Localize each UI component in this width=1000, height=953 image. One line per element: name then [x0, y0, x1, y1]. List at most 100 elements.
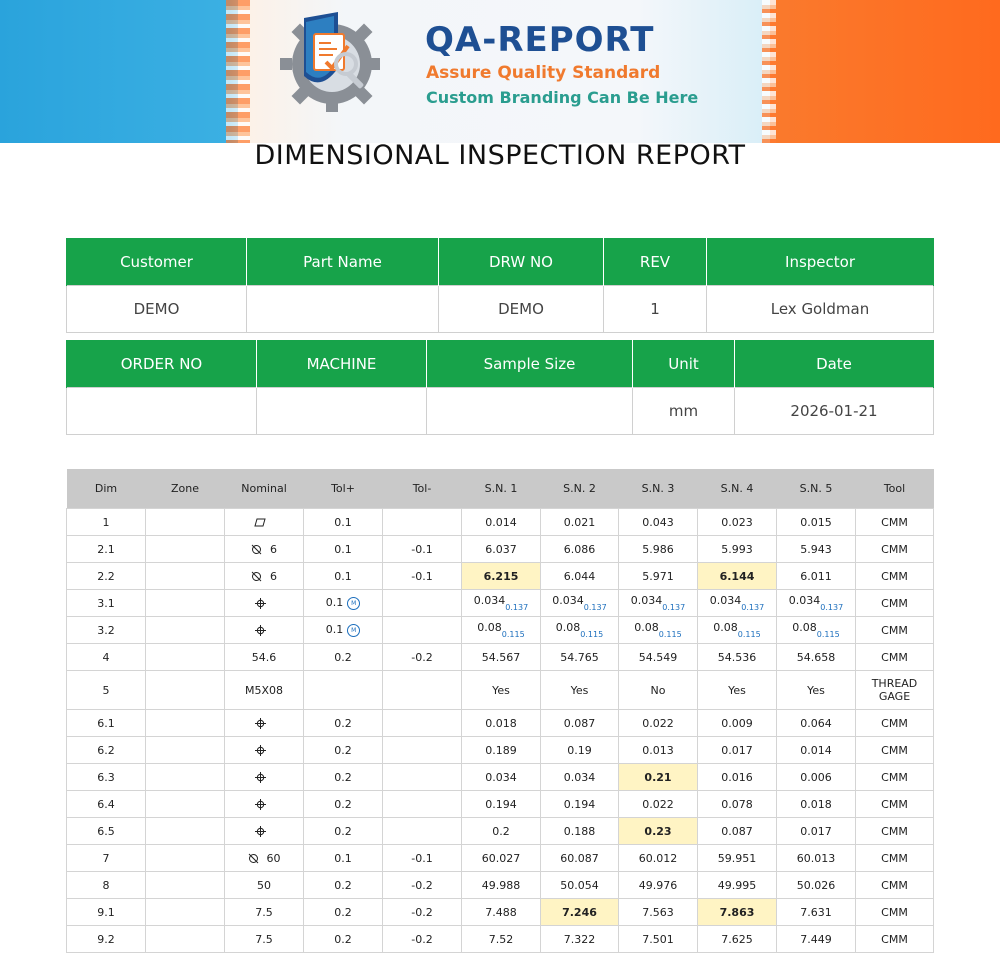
tol-minus-value: -0.2 [411, 878, 433, 892]
tol-minus-value: -0.1 [411, 851, 433, 865]
dim-value: 6.1 [97, 716, 115, 730]
dim-cell: 6.5 [66, 817, 146, 845]
tool-cell: THREAD GAGE [855, 670, 934, 710]
tol-minus-cell [382, 670, 462, 710]
tol-minus-cell [382, 817, 462, 845]
machine-value [256, 387, 427, 435]
diameter-icon [248, 852, 259, 865]
sample-value: 0.2 [492, 824, 510, 838]
brand-banner: QA-REPORT Assure Quality Standard Custom… [0, 0, 1000, 143]
bonus-tolerance-value: 0.137 [741, 603, 765, 612]
tol-minus-cell: -0.1 [382, 562, 462, 590]
dim-value: 9.2 [97, 932, 115, 946]
nominal-value: 50 [257, 878, 271, 892]
dim-cell: 7 [66, 844, 146, 872]
measurement-table: Dim Zone Nominal Tol+ Tol- S.N. 1 S.N. 2… [66, 469, 934, 953]
tool-cell: CMM [855, 871, 934, 899]
sample-value: 60.013 [796, 851, 836, 865]
tool-cell: CMM [855, 736, 934, 764]
sample-cell-sn2: 7.322 [540, 925, 619, 953]
tool-cell: CMM [855, 709, 934, 737]
tol-minus-cell: -0.2 [382, 925, 462, 953]
sample-cell-sn5: 0.080.115 [776, 616, 856, 644]
machine-header: MACHINE [256, 340, 427, 388]
order-number-value [66, 387, 257, 435]
position-icon [254, 597, 266, 610]
column-header-dim: Dim [66, 469, 146, 509]
tool-value: CMM [881, 596, 908, 610]
tool-cell: CMM [855, 616, 934, 644]
sample-cell-sn4: 0.087 [697, 817, 777, 845]
sample-cell-sn2: 0.034 [540, 763, 619, 791]
dim-cell: 4 [66, 643, 146, 671]
dim-cell: 6.1 [66, 709, 146, 737]
tol-plus-cell [303, 670, 383, 710]
sample-cell-sn4: 0.009 [697, 709, 777, 737]
part-name-header: Part Name [246, 238, 439, 286]
tol-minus-cell [382, 709, 462, 737]
tol-plus-value: 0.2 [334, 650, 352, 664]
tool-value: CMM [881, 716, 908, 730]
date-header: Date [734, 340, 934, 388]
sample-cell-sn2: 0.19 [540, 736, 619, 764]
nominal-cell [224, 817, 304, 845]
nominal-cell: 7.5 [224, 925, 304, 953]
sample-cell-sn4: 0.017 [697, 736, 777, 764]
column-header-sn5: S.N. 5 [776, 469, 856, 509]
sample-value: 0.034 [485, 770, 517, 784]
sample-cell-sn5: 0.018 [776, 790, 856, 818]
nominal-cell: 50 [224, 871, 304, 899]
tol-plus-value: 0.2 [334, 770, 352, 784]
tol-plus-cell: 0.1 M [303, 589, 383, 617]
tool-value: CMM [881, 743, 908, 757]
column-header-tol-plus: Tol+ [303, 469, 383, 509]
sample-cell-sn1: 6.037 [461, 535, 541, 563]
sample-value: 7.501 [642, 932, 674, 946]
zone-cell [145, 763, 225, 791]
nominal-value: 54.6 [251, 650, 277, 664]
tol-plus-cell: 0.2 [303, 871, 383, 899]
sample-value: 0.19 [567, 743, 592, 757]
sample-size-value [426, 387, 633, 435]
tol-minus-cell [382, 736, 462, 764]
tool-cell: CMM [855, 643, 934, 671]
sample-cell-sn3: 0.022 [618, 790, 698, 818]
measurement-row: 1 0.1 0.014 0.021 0.043 0.023 0.015 CMM [66, 508, 934, 536]
customer-header: Customer [66, 238, 247, 286]
nominal-value: M5X08 [244, 683, 284, 697]
tol-minus-cell: -0.2 [382, 871, 462, 899]
tol-plus-value: 0.2 [334, 797, 352, 811]
tol-plus-value: 0.1 [334, 569, 352, 583]
sample-size-header: Sample Size [426, 340, 633, 388]
tool-cell: CMM [855, 898, 934, 926]
zone-cell [145, 535, 225, 563]
column-header-tol-minus: Tol- [382, 469, 462, 509]
sample-cell-sn3: 0.013 [618, 736, 698, 764]
sample-cell-sn5: 0.015 [776, 508, 856, 536]
sample-cell-sn4: Yes [697, 670, 777, 710]
sample-value: 54.549 [638, 650, 678, 664]
sample-cell-sn1: 49.988 [461, 871, 541, 899]
sample-value: 54.536 [717, 650, 757, 664]
order-info-header-row: ORDER NO MACHINE Sample Size Unit Date [66, 340, 934, 388]
sample-value: 7.563 [642, 905, 674, 919]
tol-plus-cell: 0.1 [303, 844, 383, 872]
sample-value: 0.017 [721, 743, 753, 757]
sample-cell-sn5: 5.943 [776, 535, 856, 563]
sample-cell-sn1: 0.034 [461, 763, 541, 791]
dim-value: 3.1 [97, 596, 115, 610]
sample-cell-sn4: 5.993 [697, 535, 777, 563]
sample-value: 0.21 [644, 770, 672, 784]
measurement-row: 5 M5X08 Yes Yes No Yes Yes THREAD GAGE [66, 670, 934, 710]
tol-minus-value: -0.2 [411, 932, 433, 946]
sample-cell-sn3: 49.976 [618, 871, 698, 899]
sample-cell-sn1: 0.2 [461, 817, 541, 845]
sample-value: 0.043 [642, 515, 674, 529]
sample-cell-sn4: 0.078 [697, 790, 777, 818]
sample-value: 0.188 [563, 824, 596, 838]
dim-value: 6.4 [97, 797, 115, 811]
measurement-row: 7 60 0.1 -0.1 60.027 60.087 60.012 59.951 60.013… [66, 844, 934, 872]
zone-cell [145, 736, 225, 764]
sample-cell-sn1: Yes [461, 670, 541, 710]
column-header-sn2: S.N. 2 [540, 469, 619, 509]
